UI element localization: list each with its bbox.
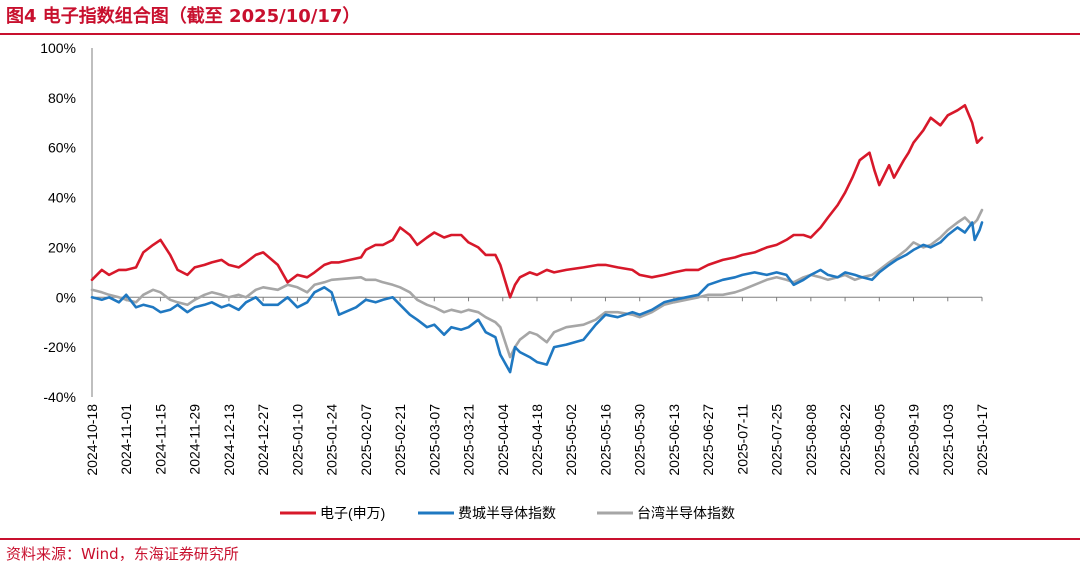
x-tick-label: 2025-02-07: [358, 404, 374, 476]
series-lines: [90, 104, 984, 374]
legend-label: 费城半导体指数: [458, 505, 556, 521]
title-rule: [0, 33, 1080, 35]
x-tick-label: 2025-06-13: [666, 404, 682, 476]
x-tick-label: 2024-10-18: [84, 404, 100, 476]
x-tick-label: 2025-08-08: [803, 404, 819, 476]
x-tick-label: 2024-12-13: [221, 404, 237, 476]
x-tick-label: 2025-07-11: [734, 404, 750, 475]
x-tick-label: 2025-10-03: [940, 404, 956, 476]
source-rule: [0, 538, 1080, 540]
y-tick-label: 20%: [48, 239, 76, 255]
chart-title: 图4 电子指数组合图（截至 2025/10/17）: [6, 6, 361, 27]
x-tick-label: 2025-03-07: [426, 404, 442, 476]
y-axis-ticks: 100% 80% 60% 40% 20% 0% -20% -40%: [40, 40, 76, 405]
series-line-3: [90, 208, 984, 359]
x-axis-ticks: 2024-10-18 2024-11-01 2024-11-15 2024-11-29…: [84, 297, 990, 476]
x-tick-label: 2024-11-01: [118, 404, 134, 475]
x-tick-label: 2025-01-24: [324, 404, 340, 476]
y-tick-label: 100%: [40, 40, 76, 56]
x-tick-label: 2025-01-10: [289, 404, 305, 476]
legend-label: 电子(申万): [320, 505, 385, 521]
x-tick-label: 2025-07-25: [769, 404, 785, 476]
axes: [91, 48, 982, 397]
line-chart: 100%80%60%40%20%0%-20%-40% 2024-10-18 202…: [40, 40, 990, 521]
x-tick-label: 2025-05-02: [563, 404, 579, 476]
x-tick-label: 2025-05-30: [632, 404, 648, 476]
series-line-2: [90, 221, 984, 374]
legend-label: 台湾半导体指数: [637, 505, 735, 521]
x-tick-label: 2025-09-19: [906, 404, 922, 476]
x-tick-label: 2025-09-05: [871, 404, 887, 476]
x-tick-label: 2024-11-29: [187, 404, 203, 475]
x-tick-label: 2024-11-15: [152, 404, 168, 475]
x-tick-label: 2024-12-27: [255, 404, 271, 476]
legend: 电子(申万) 费城半导体指数 台湾半导体指数: [280, 505, 735, 521]
series-line-1: [90, 104, 984, 299]
x-tick-label: 2025-04-18: [529, 404, 545, 476]
x-tick-label: 2025-10-17: [974, 404, 990, 476]
y-tick-label: -20%: [43, 339, 76, 355]
x-tick-label: 2025-03-21: [461, 404, 477, 476]
y-tick-label: 60%: [48, 140, 76, 156]
x-tick-label: 2025-05-16: [597, 404, 613, 476]
y-tick-label: -40%: [43, 389, 76, 405]
x-tick-label: 2025-02-21: [392, 404, 408, 476]
x-tick-label: 2025-04-04: [495, 404, 511, 476]
x-tick-label: 2025-06-27: [700, 404, 716, 476]
x-tick-label: 2025-08-22: [837, 404, 853, 476]
y-tick-label: 80%: [48, 90, 76, 106]
y-tick-label: 0%: [56, 289, 76, 305]
y-tick-label: 40%: [48, 190, 76, 206]
source-note: 资料来源：Wind，东海证券研究所: [6, 545, 239, 563]
